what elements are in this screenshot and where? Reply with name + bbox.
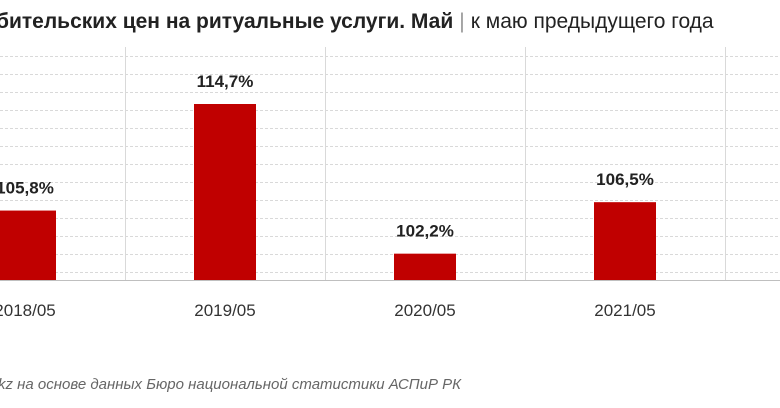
x-tick-label: 2018/05 (0, 301, 56, 320)
value-labels: 105,8% 114,7% 102,2% 106,5% (0, 72, 654, 241)
chart-title: бительских цен на ритуальные услуги. Май… (0, 8, 714, 36)
bar-2021-05 (594, 202, 656, 280)
source-note: kz на основе данных Бюро национальной ст… (0, 376, 462, 393)
value-label: 105,8% (0, 179, 54, 198)
x-tick-label: 2020/05 (394, 301, 455, 320)
x-tick-label: 2021/05 (594, 301, 655, 320)
bars (0, 104, 656, 280)
bar-2020-05 (394, 253, 456, 280)
gridlines (0, 47, 780, 281)
x-tick-label: 2019/05 (194, 301, 255, 320)
chart-subtitle: к маю предыдущего года (470, 10, 714, 33)
value-label: 106,5% (596, 170, 654, 189)
bar-2019-05 (194, 104, 256, 280)
bar-2018-05 (0, 210, 56, 280)
x-tick-labels: 2018/05 2019/05 2020/05 2021/05 (0, 301, 656, 320)
chart-title-main: бительских цен на ритуальные услуги. Май (0, 10, 454, 33)
value-label: 114,7% (197, 72, 254, 91)
value-label: 102,2% (396, 222, 454, 241)
title-separator: | (459, 10, 465, 33)
